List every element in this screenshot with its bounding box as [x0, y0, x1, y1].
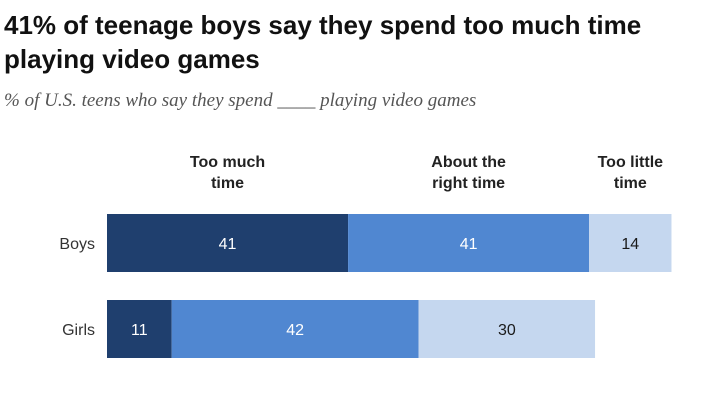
value-label-boys-series-2: 14	[621, 236, 639, 253]
value-label-boys-series-1: 41	[460, 236, 478, 253]
bar-girls-series-2	[418, 300, 596, 358]
series-header-0: Too much time	[190, 154, 265, 192]
bar-boys-series-1	[348, 214, 590, 272]
value-label-girls-series-0: 11	[131, 322, 148, 339]
chart-title: 41% of teenage boys say they spend too m…	[4, 10, 642, 74]
series-header-1: About the right time	[431, 154, 506, 192]
value-label-boys-series-0: 41	[219, 236, 237, 253]
category-label-girls: Girls	[62, 322, 95, 339]
value-label-girls-series-2: 30	[498, 322, 516, 339]
chart-subtitle: % of U.S. teens who say they spend ____ …	[4, 90, 477, 111]
bar-girls-series-1	[171, 300, 419, 358]
bar-boys-series-0	[107, 214, 349, 272]
value-label-girls-series-1: 42	[286, 322, 304, 339]
bar-girls-series-0	[107, 300, 172, 358]
series-header-2: Too little time	[598, 154, 664, 192]
category-label-boys: Boys	[59, 236, 95, 253]
bar-boys-series-2	[589, 214, 672, 272]
